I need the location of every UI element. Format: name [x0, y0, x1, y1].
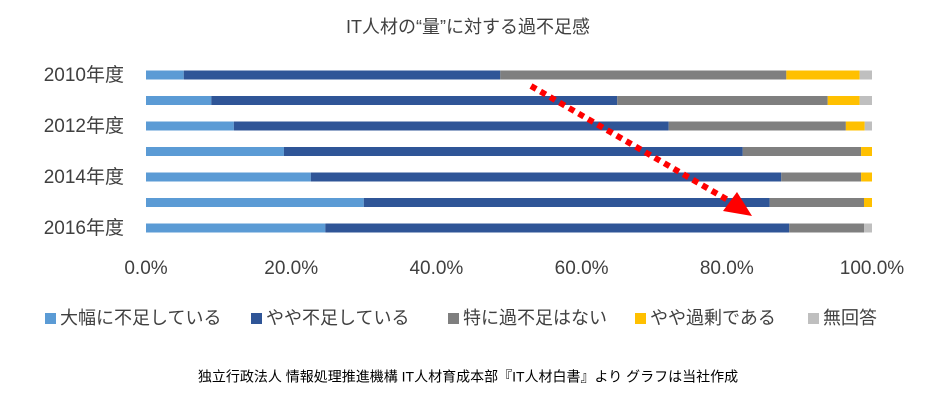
x-tick-label: 40.0% — [409, 258, 463, 279]
legend-swatch — [808, 313, 819, 324]
arrow-head — [723, 192, 752, 216]
y-tick-label: 2010年度 — [44, 64, 124, 86]
legend-label: 特に過不足はない — [463, 308, 607, 328]
x-tick-label: 0.0% — [124, 258, 167, 279]
legend-swatch — [45, 313, 56, 324]
legend-label: 大幅に不足している — [60, 308, 221, 328]
bar-segment — [668, 121, 846, 131]
bar-segment — [859, 70, 872, 80]
bar-segment — [859, 96, 872, 105]
legend-swatch — [635, 313, 646, 324]
bar-segment — [146, 172, 311, 182]
source-note: 独立行政法人 情報処理推進機構 IT人材育成本部『IT人材白書』より グラフは当… — [198, 369, 738, 385]
legend-label: やや過剰である — [650, 308, 776, 328]
bar-segment — [233, 121, 669, 131]
arrow-line — [529, 83, 735, 206]
bar-segment — [742, 147, 862, 156]
bar-segment — [861, 147, 872, 156]
bar-segment — [146, 147, 284, 156]
bar-segment — [146, 96, 212, 105]
bar-segment — [283, 147, 743, 156]
bar-segment — [781, 172, 862, 182]
bar-segment — [325, 223, 790, 233]
bar-segment — [146, 70, 184, 80]
bar-segment — [617, 96, 828, 105]
plot-area: 0.0% 20.0% 40.0% 60.0% 80.0% 100.0% 2010年度 2012… — [44, 64, 905, 328]
bar-segment — [864, 223, 872, 233]
bar-segment — [146, 121, 234, 131]
bar-segment — [786, 70, 860, 80]
legend-label: やや不足している — [266, 308, 409, 328]
bar-segment — [500, 70, 787, 80]
bar-segment — [146, 223, 326, 233]
x-tick-label: 80.0% — [700, 258, 754, 279]
bar-segment — [183, 70, 501, 80]
bar-segment — [861, 172, 872, 182]
bar-segment — [310, 172, 782, 182]
bar-segment — [769, 198, 865, 207]
chart-title: IT人材の“量”に対する過不足感 — [346, 17, 590, 37]
legend-label: 無回答 — [823, 308, 877, 328]
x-tick-label: 20.0% — [264, 258, 318, 279]
bar-segment — [789, 223, 865, 233]
bar-segment — [211, 96, 618, 105]
x-tick-label: 60.0% — [555, 258, 609, 279]
x-tick-label: 100.0% — [840, 258, 905, 279]
bar-segment — [146, 198, 364, 207]
legend-swatch — [448, 313, 459, 324]
y-tick-label: 2014年度 — [44, 166, 124, 188]
legend-swatch — [251, 313, 262, 324]
y-tick-label: 2012年度 — [44, 115, 124, 137]
y-tick-label: 2016年度 — [44, 217, 124, 239]
bar-segment — [845, 121, 865, 131]
bar-segment — [864, 198, 872, 207]
trend-arrow — [529, 83, 752, 216]
bar-segment — [363, 198, 770, 207]
bar-segment — [827, 96, 860, 105]
bar-segment — [864, 121, 872, 131]
